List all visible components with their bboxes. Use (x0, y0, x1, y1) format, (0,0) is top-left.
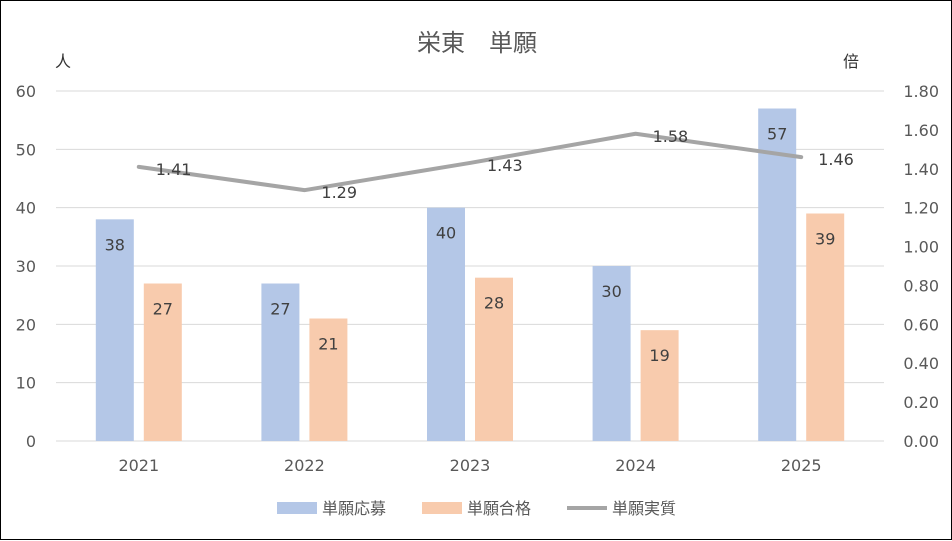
line-data-label: 1.41 (156, 160, 192, 179)
bar-data-label: 40 (436, 224, 456, 243)
right-tick-label: 0.00 (903, 432, 939, 451)
legend-label: 単願応募 (322, 499, 386, 518)
bar (806, 213, 845, 441)
line-data-label: 1.43 (487, 156, 523, 175)
bar-data-label: 30 (601, 282, 621, 301)
x-tick-label: 2025 (781, 456, 822, 475)
bar-data-label: 28 (484, 294, 504, 313)
line-path (136, 131, 804, 193)
bar-data-label: 38 (105, 235, 125, 254)
left-tick-label: 0 (26, 432, 36, 451)
x-tick-label: 2022 (284, 456, 325, 475)
right-axis-unit: 倍 (843, 52, 859, 71)
bar-data-label: 27 (270, 300, 290, 319)
x-tick-label: 2023 (450, 456, 491, 475)
left-tick-label: 60 (16, 82, 36, 101)
x-axis-ticks: 2021 2022 2023 2024 2025 (118, 456, 821, 475)
line-data-label: 1.46 (818, 150, 854, 169)
right-tick-label: 0.80 (903, 276, 939, 295)
gridlines (56, 90, 884, 442)
bar-data-label: 27 (153, 300, 173, 319)
right-tick-label: 0.20 (903, 393, 939, 412)
x-tick-label: 2021 (118, 456, 159, 475)
bar (261, 283, 300, 441)
bar (95, 219, 134, 441)
bar-data-label: 21 (318, 335, 338, 354)
bar-series: 38 27 40 30 57 27 21 28 19 39 (95, 108, 845, 441)
bar (592, 266, 631, 441)
bar (640, 330, 679, 441)
bar (143, 283, 182, 441)
left-tick-label: 40 (16, 199, 36, 218)
left-axis-unit: 人 (55, 52, 71, 71)
left-axis-ticks: 0 10 20 30 40 50 60 (16, 82, 36, 451)
bar (475, 277, 513, 441)
left-tick-label: 20 (16, 315, 36, 334)
line-data-label: 1.29 (321, 183, 357, 202)
left-tick-label: 50 (16, 140, 36, 159)
line-data-label: 1.58 (653, 127, 689, 146)
bar (427, 207, 465, 441)
left-tick-label: 30 (16, 257, 36, 276)
bar-data-label: 57 (767, 125, 787, 144)
legend-label: 単願実質 (612, 499, 676, 518)
left-tick-label: 10 (16, 374, 36, 393)
legend-label: 単願合格 (467, 499, 531, 518)
line-series: 1.41 1.29 1.43 1.58 1.46 (136, 127, 854, 202)
right-axis-ticks: 0.00 0.20 0.40 0.60 0.80 1.00 1.20 1.40 1.60 1.80 (903, 82, 939, 451)
right-tick-label: 0.60 (903, 315, 939, 334)
bar (309, 318, 348, 441)
legend-swatch (422, 502, 462, 514)
right-tick-label: 1.40 (903, 160, 939, 179)
bar (758, 108, 797, 441)
right-tick-label: 1.00 (903, 238, 939, 257)
right-tick-label: 1.20 (903, 199, 939, 218)
chart-title: 栄東 単願 (417, 29, 537, 57)
right-tick-label: 0.40 (903, 354, 939, 373)
bar-data-label: 19 (649, 346, 669, 365)
x-tick-label: 2024 (615, 456, 656, 475)
right-tick-label: 1.80 (903, 82, 939, 101)
right-tick-label: 1.60 (903, 121, 939, 140)
bar-data-label: 39 (815, 230, 835, 249)
legend: 単願応募 単願合格 単願実質 (277, 499, 676, 518)
legend-swatch (277, 502, 317, 514)
